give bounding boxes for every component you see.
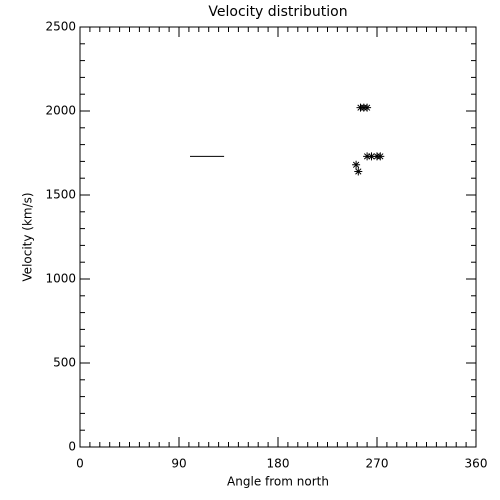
asterisk-stroke	[363, 104, 371, 111]
y-axis-label: Velocity (km/s)	[21, 192, 35, 281]
x-axis-label: Angle from north	[227, 475, 329, 489]
asterisk-point	[354, 167, 363, 176]
y-tick-label: 1000	[45, 272, 76, 286]
asterisk-point	[363, 103, 372, 112]
asterisk-stroke	[355, 168, 362, 175]
y-tick-label: 0	[68, 440, 76, 454]
asterisk-point	[352, 160, 361, 169]
asterisk-stroke	[368, 153, 375, 160]
y-tick-label: 2500	[45, 20, 76, 34]
chart-title: Velocity distribution	[208, 4, 347, 20]
asterisk-point	[376, 152, 385, 161]
y-tick-label: 1500	[45, 188, 76, 202]
asterisk-stroke	[352, 161, 360, 168]
y-tick-label: 2000	[45, 104, 76, 118]
x-tick-label: 0	[76, 457, 84, 471]
x-tick-label: 270	[366, 457, 389, 471]
x-tick-label: 360	[465, 457, 488, 471]
x-tick-label: 90	[171, 457, 186, 471]
y-tick-label: 500	[53, 356, 76, 370]
x-tick-label: 180	[267, 457, 290, 471]
asterisk-stroke	[377, 153, 384, 160]
